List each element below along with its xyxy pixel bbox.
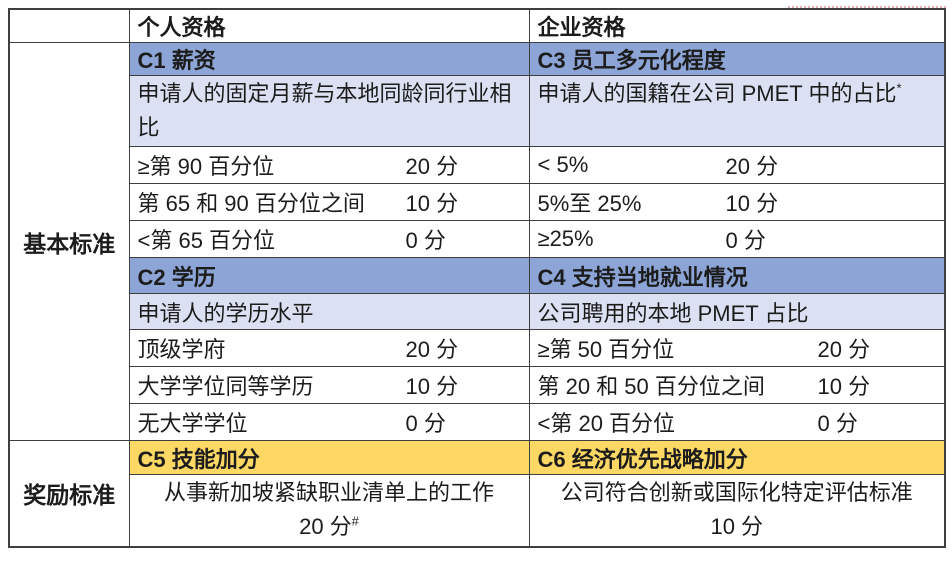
criterion-label: 5%至 25% bbox=[537, 191, 642, 216]
score-row: 顶级学府 20 分 ≥第 50 百分位 20 分 bbox=[9, 329, 946, 367]
column-header-individual: 个人资格 bbox=[128, 8, 530, 43]
criterion-score: 20 分 bbox=[405, 154, 459, 179]
c6-title-cell: C6 经济优先战略加分 bbox=[528, 440, 946, 475]
criterion-score: 0 分 bbox=[725, 228, 766, 253]
table-header-row: 个人资格 企业资格 bbox=[8, 8, 946, 43]
c5-score-footnote-marker: # bbox=[351, 513, 359, 529]
c2-row-1-cell: 顶级学府 20 分 bbox=[128, 329, 530, 367]
score-row: 大学学位同等学历 10 分 第 20 和 50 百分位之间 10 分 bbox=[9, 366, 946, 404]
c5-score: 20 分 bbox=[299, 514, 352, 540]
c1-c3-title-row: 基本标准 C1 薪资 C3 员工多元化程度 bbox=[8, 42, 946, 441]
c1-title-cell: C1 薪资 bbox=[128, 42, 530, 76]
c5-c6-desc-row: 从事新加坡紧缺职业清单上的工作 20 分# 公司符合创新或国际化特定评估标准 1… bbox=[9, 474, 946, 547]
c3-desc-cell: 申请人的国籍在公司 PMET 中的占比* bbox=[528, 75, 946, 147]
c2-title-cell: C2 学历 bbox=[128, 257, 530, 294]
c1-desc-text: 申请人的固定月薪与本地同龄同行业相比 bbox=[137, 81, 512, 140]
criterion-label: 第 65 和 90 百分位之间 bbox=[137, 191, 365, 216]
c4-title-cell: C4 支持当地就业情况 bbox=[528, 257, 946, 294]
criterion-score: 0 分 bbox=[817, 411, 858, 436]
criterion-score: 10 分 bbox=[405, 374, 459, 399]
criterion-label: 无大学学位 bbox=[137, 411, 248, 436]
criterion-score: 0 分 bbox=[405, 228, 446, 253]
score-row: 无大学学位 0 分 <第 20 百分位 0 分 bbox=[9, 403, 946, 441]
score-row: <第 65 百分位 0 分 ≥25% 0 分 bbox=[9, 220, 946, 258]
c3-desc-footnote-marker: * bbox=[896, 80, 902, 96]
c1-row-2-cell: 第 65 和 90 百分位之间 10 分 bbox=[128, 183, 530, 221]
criterion-score: 20 分 bbox=[405, 337, 459, 362]
group-header-basic: 基本标准 bbox=[8, 42, 130, 441]
c6-desc-cell: 公司符合创新或国际化特定评估标准 10 分 bbox=[528, 474, 946, 547]
c5-desc-text: 从事新加坡紧缺职业清单上的工作 bbox=[163, 480, 494, 506]
criterion-label: <第 20 百分位 bbox=[537, 411, 676, 436]
criterion-label: 第 20 和 50 百分位之间 bbox=[537, 374, 765, 399]
c3-row-2-cell: 5%至 25% 10 分 bbox=[528, 183, 946, 221]
c6-score: 10 分 bbox=[710, 514, 764, 540]
corner-cell bbox=[8, 8, 130, 43]
criterion-score: 10 分 bbox=[405, 191, 459, 216]
c3-row-3-cell: ≥25% 0 分 bbox=[528, 220, 946, 258]
c6-desc-text: 公司符合创新或国际化特定评估标准 bbox=[560, 480, 913, 506]
group-header-bonus: 奖励标准 bbox=[8, 440, 130, 547]
c5-c6-title-row: 奖励标准 C5 技能加分 C6 经济优先战略加分 bbox=[8, 440, 946, 547]
criterion-score: 0 分 bbox=[405, 411, 446, 436]
criterion-score: 20 分 bbox=[817, 337, 871, 362]
c1-row-1-cell: ≥第 90 百分位 20 分 bbox=[128, 146, 530, 184]
criterion-label: ≥25% bbox=[537, 226, 594, 251]
criterion-label: 大学学位同等学历 bbox=[137, 374, 314, 399]
criterion-label: < 5% bbox=[537, 152, 589, 177]
c2-desc-cell: 申请人的学历水平 bbox=[128, 293, 530, 330]
c1-row-3-cell: <第 65 百分位 0 分 bbox=[128, 220, 530, 258]
score-row: 第 65 和 90 百分位之间 10 分 5%至 25% 10 分 bbox=[9, 183, 946, 221]
compass-score-table: 个人资格 企业资格 基本标准 C1 薪资 C3 员工多元化程度 申请人的固定月薪… bbox=[8, 8, 946, 548]
column-header-enterprise: 企业资格 bbox=[528, 8, 946, 43]
c4-row-3-cell: <第 20 百分位 0 分 bbox=[528, 403, 946, 441]
c1-c3-desc-row: 申请人的固定月薪与本地同龄同行业相比 申请人的国籍在公司 PMET 中的占比* bbox=[9, 75, 946, 147]
c3-title-cell: C3 员工多元化程度 bbox=[528, 42, 946, 76]
c2-c4-desc-row: 申请人的学历水平 公司聘用的本地 PMET 占比 bbox=[9, 293, 946, 330]
c5-title-cell: C5 技能加分 bbox=[128, 440, 530, 475]
criterion-score: 10 分 bbox=[725, 191, 779, 216]
c2-row-2-cell: 大学学位同等学历 10 分 bbox=[128, 366, 530, 404]
criterion-label: 顶级学府 bbox=[137, 337, 226, 362]
c3-desc-text: 申请人的国籍在公司 PMET 中的占比 bbox=[537, 81, 897, 106]
c4-row-2-cell: 第 20 和 50 百分位之间 10 分 bbox=[528, 366, 946, 404]
c2-c4-title-row: C2 学历 C4 支持当地就业情况 bbox=[9, 257, 946, 294]
criterion-score: 20 分 bbox=[725, 154, 779, 179]
score-row: ≥第 90 百分位 20 分 < 5% 20 分 bbox=[9, 146, 946, 184]
c1-desc-cell: 申请人的固定月薪与本地同龄同行业相比 bbox=[128, 75, 530, 147]
criterion-label: ≥第 90 百分位 bbox=[137, 154, 275, 179]
red-dotted-scan-artifact bbox=[788, 6, 946, 8]
criterion-label: <第 65 百分位 bbox=[137, 228, 276, 253]
c4-row-1-cell: ≥第 50 百分位 20 分 bbox=[528, 329, 946, 367]
c3-row-1-cell: < 5% 20 分 bbox=[528, 146, 946, 184]
c5-desc-cell: 从事新加坡紧缺职业清单上的工作 20 分# bbox=[128, 474, 530, 547]
criterion-label: ≥第 50 百分位 bbox=[537, 337, 675, 362]
c4-desc-cell: 公司聘用的本地 PMET 占比 bbox=[528, 293, 946, 330]
criterion-score: 10 分 bbox=[817, 374, 871, 399]
c2-row-3-cell: 无大学学位 0 分 bbox=[128, 403, 530, 441]
